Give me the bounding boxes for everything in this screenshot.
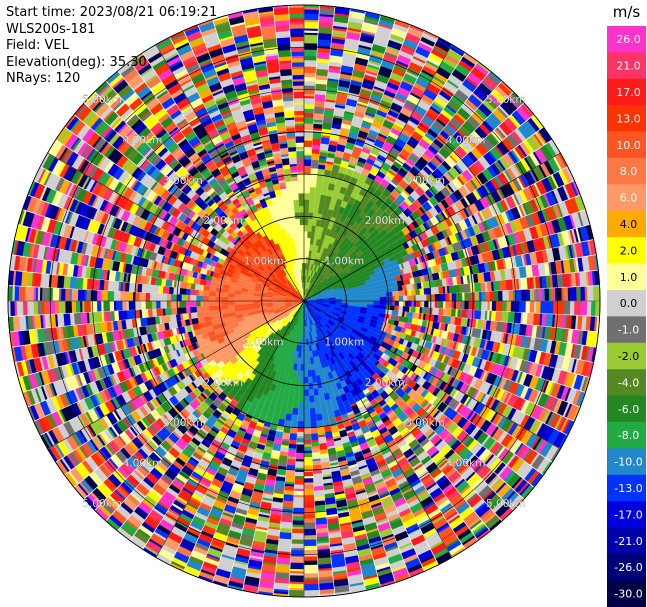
start-time-label: Start time: 2023/08/21 06:19:21 bbox=[6, 5, 218, 20]
radar-info-panel: Start time: 2023/08/21 06:19:21 WLS200s-… bbox=[6, 5, 217, 88]
field-label: Field: VEL bbox=[6, 38, 69, 53]
velocity-bins bbox=[7, 4, 601, 598]
nrays-label: NRays: 120 bbox=[6, 71, 81, 86]
elevation-label: Elevation(deg): 35.30 bbox=[6, 54, 147, 70]
instrument-label: WLS200s-181 bbox=[6, 21, 96, 37]
